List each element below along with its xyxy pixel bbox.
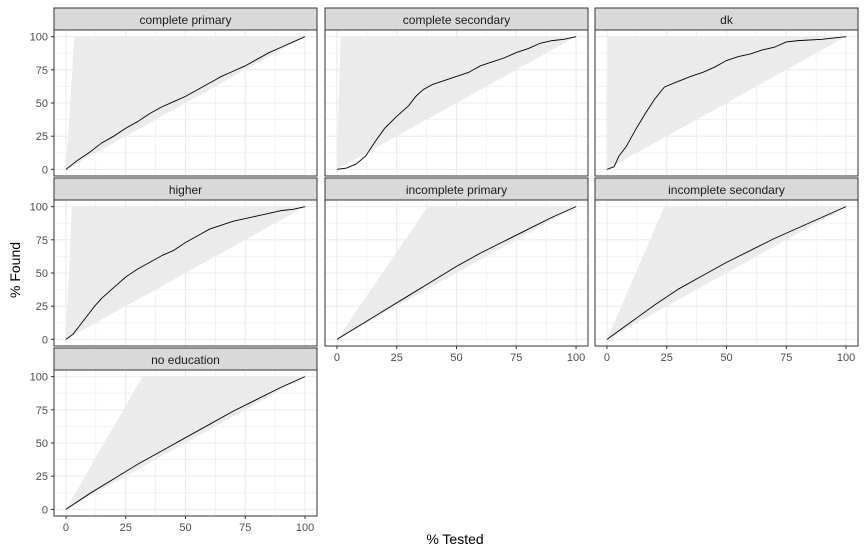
x-tick-label: 50 (179, 522, 191, 534)
facet-strip-label: incomplete secondary (668, 183, 785, 197)
x-tick-label: 50 (720, 352, 732, 364)
x-tick-label: 25 (391, 352, 403, 364)
facet-strip-label: dk (720, 13, 734, 27)
facet-strip-label: complete secondary (403, 13, 510, 27)
gain-line (606, 206, 847, 340)
y-tick-label: 75 (36, 405, 48, 417)
facet-panel: complete secondary (324, 7, 589, 177)
facet-strip-label: incomplete primary (406, 183, 507, 197)
y-tick-label: 100 (30, 372, 48, 384)
x-tick-label: 75 (510, 352, 522, 364)
gain-line (336, 206, 577, 340)
y-tick-label: 100 (30, 32, 48, 44)
x-tick-label: 50 (450, 352, 462, 364)
x-tick-label: 0 (63, 522, 69, 534)
y-tick-label: 0 (42, 504, 48, 516)
facet-panel: dk (594, 7, 859, 177)
y-tick-label: 50 (36, 98, 48, 110)
gain-ribbon (65, 376, 306, 510)
facet-panel: higher 0 25 50 75 100 (30, 177, 318, 347)
x-tick-label: 0 (604, 352, 610, 364)
x-tick-label: 0 (334, 352, 340, 364)
gain-line (65, 376, 306, 510)
gain-ribbon (336, 36, 577, 170)
panel-border (594, 29, 859, 177)
gain-ribbon (606, 36, 847, 170)
gain-line (606, 36, 847, 170)
x-tick-label: 100 (567, 352, 585, 364)
x-tick-label: 25 (661, 352, 673, 364)
facet-panel: incomplete secondary 0 25 50 75 100 (594, 177, 859, 364)
y-tick-label: 100 (30, 202, 48, 214)
y-tick-label: 25 (36, 471, 48, 483)
x-tick-label: 100 (296, 522, 314, 534)
x-tick-label: 75 (239, 522, 251, 534)
y-tick-label: 25 (36, 301, 48, 313)
panel-border (324, 29, 589, 177)
gain-ribbon (336, 206, 577, 340)
panels-layer: complete primary 0 25 50 75 100 complete secon… (30, 7, 859, 534)
y-tick-label: 75 (36, 65, 48, 77)
y-tick-label: 0 (42, 164, 48, 176)
facet-panel: complete primary 0 25 50 75 100 (30, 7, 318, 177)
facet-strip-label: complete primary (139, 13, 231, 27)
gain-ribbon (65, 36, 306, 170)
x-tick-label: 75 (780, 352, 792, 364)
facet-strip-label: no education (151, 353, 220, 367)
gain-line (65, 36, 306, 170)
y-tick-label: 50 (36, 268, 48, 280)
y-tick-label: 75 (36, 235, 48, 247)
gain-ribbon (65, 206, 306, 340)
y-tick-label: 50 (36, 438, 48, 450)
gain-ribbon (606, 206, 847, 340)
facet-panel: no education 0 25 50 75 100 0 25 50 75 100 (30, 347, 318, 534)
facet-panel: incomplete primary 0 25 50 75 100 (324, 177, 589, 364)
y-tick-label: 25 (36, 131, 48, 143)
x-tick-label: 25 (120, 522, 132, 534)
gain-line (65, 206, 306, 340)
x-tick-label: 100 (837, 352, 855, 364)
y-axis-title: % Found (7, 242, 23, 298)
facet-strip-label: higher (169, 183, 202, 197)
y-tick-label: 0 (42, 334, 48, 346)
gain-line (336, 36, 577, 170)
x-axis-title: % Tested (426, 531, 483, 547)
